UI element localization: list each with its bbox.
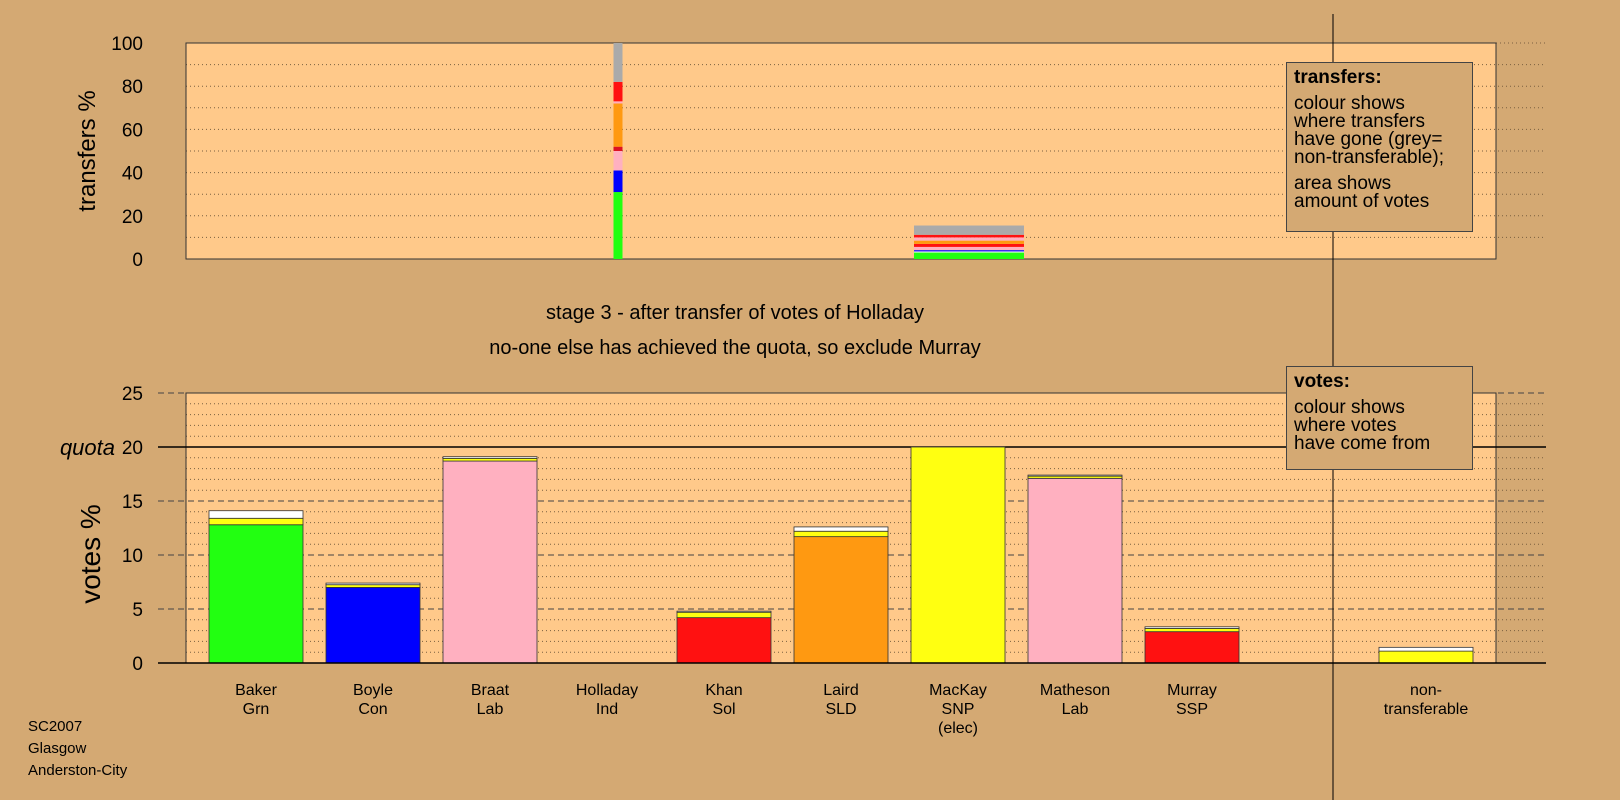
votes-y-tick-label: 15	[122, 492, 143, 513]
footer-line: Glasgow	[28, 740, 87, 757]
transfer-segment	[914, 251, 1024, 253]
transfer-segment	[613, 146, 623, 151]
transfers-plot-area	[186, 43, 1496, 259]
vote-segment	[1144, 631, 1240, 664]
candidate-party-label: Sol	[712, 701, 735, 718]
transfers-y-tick-label: 20	[122, 207, 143, 228]
transfer-segment	[613, 192, 623, 259]
votes-y-tick-label: 5	[132, 600, 143, 621]
vote-segment	[208, 510, 304, 519]
transfers-legend: transfers: colour shows where transfers …	[1286, 62, 1473, 232]
vote-segment	[676, 610, 772, 613]
candidate-name-label: Baker	[235, 682, 277, 699]
transfers-legend-line: area shows amount of votes	[1294, 173, 1430, 212]
transfers-y-axis-label: transfers %	[74, 90, 101, 211]
candidate-name-label: Holladay	[576, 682, 638, 699]
stage-title: stage 3 - after transfer of votes of Hol…	[546, 302, 924, 324]
votes-y-tick-label: 20	[122, 438, 143, 459]
votes-y-tick-label: 25	[122, 384, 143, 405]
vote-segment	[793, 526, 889, 532]
transfer-segment	[914, 243, 1024, 247]
vote-segment	[793, 530, 889, 538]
candidate-status-label: (elec)	[938, 720, 978, 737]
transfer-segment	[613, 101, 623, 104]
vote-segment	[208, 524, 304, 664]
vote-segment	[676, 617, 772, 664]
candidate-party-label: Grn	[243, 701, 270, 718]
candidate-name-label: Braat	[471, 682, 510, 699]
transfers-legend-title: transfers:	[1294, 67, 1382, 88]
transfer-segment	[914, 225, 1024, 235]
vote-segment	[793, 536, 889, 664]
vote-segment	[325, 587, 421, 664]
candidate-party-label: SSP	[1176, 701, 1208, 718]
transfers-y-tick-label: 40	[122, 164, 143, 185]
transfers-y-tick-label: 100	[111, 34, 143, 55]
candidate-name-label: Khan	[705, 682, 742, 699]
votes-y-axis-label: votes %	[75, 504, 106, 604]
transfer-segment	[914, 246, 1024, 251]
vote-segment	[442, 457, 538, 462]
transfer-segment	[914, 250, 1024, 252]
transfer-segment	[914, 237, 1024, 241]
nontransferable-label: non-	[1410, 682, 1442, 699]
vote-segment	[1027, 474, 1123, 477]
candidate-name-label: MacKay	[929, 682, 987, 699]
transfer-segment	[613, 151, 623, 171]
vote-segment	[1378, 650, 1474, 664]
candidate-party-label: Con	[358, 701, 387, 718]
nontransferable-label: transferable	[1384, 701, 1469, 718]
vote-segment	[325, 584, 421, 588]
footer-caption: SC2007 Glasgow Anderston-City	[28, 716, 127, 782]
candidate-name-label: Laird	[823, 682, 859, 699]
vote-segment	[1378, 646, 1474, 652]
vote-segment	[1144, 626, 1240, 629]
votes-y-tick-label: 0	[132, 654, 143, 675]
candidate-name-label: Matheson	[1040, 682, 1110, 699]
vote-segment	[208, 517, 304, 526]
transfer-segment	[914, 234, 1024, 238]
vote-segment	[676, 611, 772, 619]
vote-segment	[442, 460, 538, 664]
candidate-party-label: Ind	[596, 701, 618, 718]
votes-legend-title: votes:	[1294, 371, 1350, 392]
transfer-segment	[914, 252, 1024, 259]
candidate-name-label: Boyle	[353, 682, 393, 699]
footer-line: SC2007	[28, 718, 83, 735]
votes-y-tick-label: 10	[122, 546, 143, 567]
votes-legend: votes: colour shows where votes have com…	[1286, 366, 1473, 470]
vote-segment	[1144, 628, 1240, 633]
candidate-party-label: SLD	[825, 701, 856, 718]
candidate-party-label: SNP	[942, 701, 975, 718]
vote-segment	[910, 446, 1006, 664]
transfers-y-tick-label: 60	[122, 120, 143, 141]
transfer-segment	[613, 103, 623, 147]
candidate-name-label: Murray	[1167, 682, 1217, 699]
transfer-segment	[613, 81, 623, 102]
transfer-segment	[914, 240, 1024, 244]
transfers-plot-frame	[185, 42, 1497, 260]
transfers-legend-line: colour shows where transfers have gone (…	[1294, 93, 1444, 168]
vote-segment	[1027, 477, 1123, 664]
vote-segment	[442, 456, 538, 459]
transfer-segment	[613, 43, 623, 82]
vote-segment	[325, 582, 421, 586]
candidate-party-label: Lab	[477, 701, 504, 718]
votes-legend-line: colour shows where votes have come from	[1294, 397, 1431, 454]
stage-subtitle: no-one else has achieved the quota, so e…	[489, 337, 980, 359]
transfers-y-tick-label: 0	[132, 250, 143, 271]
transfers-y-tick-label: 80	[122, 77, 143, 98]
candidate-party-label: Lab	[1062, 701, 1089, 718]
transfer-segment	[613, 170, 623, 193]
quota-label: quota	[60, 435, 115, 460]
footer-line: Anderston-City	[28, 762, 128, 779]
